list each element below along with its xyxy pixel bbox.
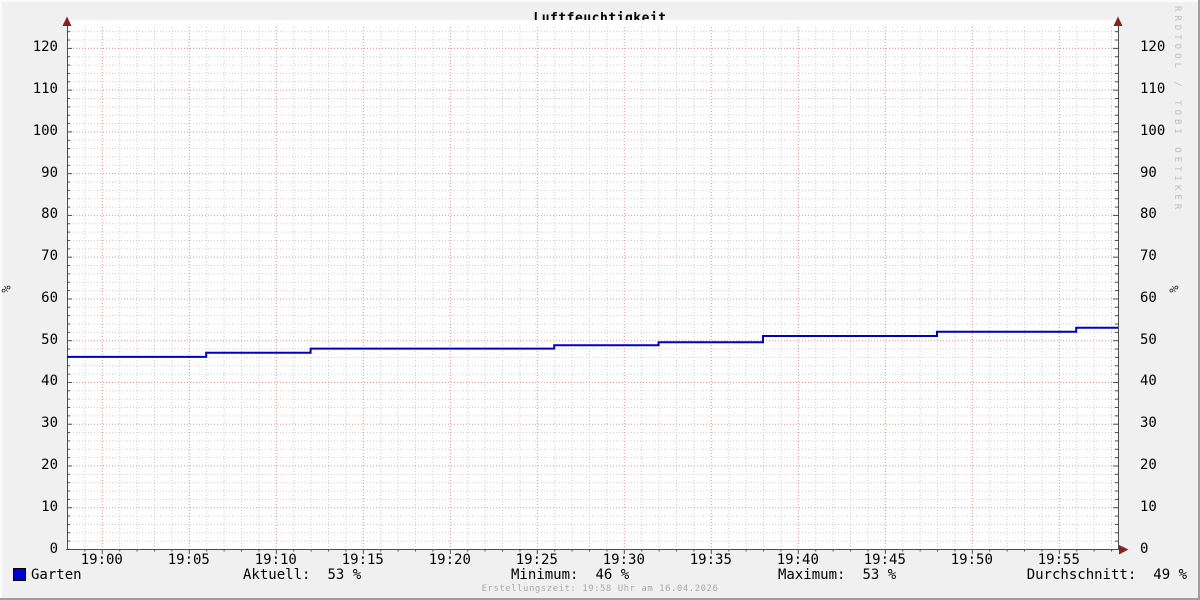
stat-aktuell-label: Aktuell:: [243, 567, 311, 583]
creation-time-footer: Erstellungszeit: 19:58 Uhr am 16.04.2026: [481, 584, 719, 594]
stat-durchschnitt: Durchschnitt: 49 %: [1027, 567, 1187, 583]
y-tick-label-left: 40: [41, 373, 58, 390]
stat-maximum-label: Maximum:: [778, 567, 846, 583]
stat-aktuell: Aktuell: 53 %: [243, 567, 361, 583]
x-tick-label: 19:05: [167, 552, 210, 568]
stat-minimum: Minimum: 46 %: [511, 567, 629, 583]
y-tick-label-right: 30: [1140, 415, 1157, 432]
x-tick-label: 19:35: [689, 552, 732, 568]
stat-minimum-value: 46 %: [595, 567, 630, 583]
y-tick-label-left: 70: [41, 248, 58, 265]
stat-minimum-label: Minimum:: [511, 567, 579, 583]
legend-series-label: Garten: [31, 567, 82, 583]
y-tick-label-left: 0: [49, 540, 58, 557]
y-axis-arrow-right: [1113, 16, 1123, 26]
stat-durchschnitt-value: 49 %: [1153, 567, 1187, 583]
y-tick-label-left: 60: [41, 289, 58, 306]
stat-maximum: Maximum: 53 %: [778, 567, 896, 583]
x-tick-label: 19:10: [254, 552, 297, 568]
rrdtool-watermark: RRDTOOL / TOBI OETIKER: [1172, 6, 1182, 214]
legend-swatch-garten: [13, 568, 26, 581]
y-tick-label-right: 60: [1140, 289, 1157, 306]
y-tick-label-right: 80: [1140, 206, 1157, 223]
y-tick-label-left: 30: [41, 415, 58, 432]
series-line-garten: [67, 326, 1118, 358]
x-tick-label: 19:25: [515, 552, 558, 568]
x-tick-label: 19:30: [602, 552, 645, 568]
y-tick-label-right: 120: [1140, 39, 1166, 56]
y-tick-label-left: 20: [41, 456, 58, 473]
y-tick-label-right: 90: [1140, 164, 1157, 181]
y-axis-arrow-left: [62, 16, 72, 26]
y-tick-label-right: 100: [1140, 122, 1166, 139]
y-tick-label-left: 10: [41, 498, 58, 515]
x-tick-label: 19:55: [1037, 552, 1080, 568]
x-tick-label: 19:20: [428, 552, 471, 568]
y-tick-label-left: 100: [32, 122, 58, 139]
stat-maximum-value: 53 %: [862, 567, 897, 583]
y-tick-label-right: 50: [1140, 331, 1157, 348]
y-tick-label-left: 120: [32, 39, 58, 56]
y-tick-label-right: 70: [1140, 248, 1157, 265]
y-tick-label-right: 0: [1140, 540, 1149, 557]
y-tick-label-right: 20: [1140, 456, 1157, 473]
y-tick-label-left: 110: [32, 81, 58, 98]
plot-canvas: [67, 20, 1118, 549]
x-tick-label: 19:00: [80, 552, 123, 568]
y-tick-label-right: 10: [1140, 498, 1157, 515]
y-tick-label-right: 110: [1140, 81, 1166, 98]
y-tick-label-left: 90: [41, 164, 58, 181]
x-tick-label: 19:15: [341, 552, 384, 568]
y-tick-label-left: 50: [41, 331, 58, 348]
y-tick-label-right: 40: [1140, 373, 1157, 390]
x-axis-arrow: [1119, 545, 1129, 555]
y-tick-label-left: 80: [41, 206, 58, 223]
x-tick-label: 19:45: [863, 552, 906, 568]
stat-durchschnitt-label: Durchschnitt:: [1026, 567, 1137, 583]
stat-aktuell-value: 53 %: [327, 567, 362, 583]
x-tick-label: 19:50: [950, 552, 993, 568]
legend: Garten Aktuell: 53 % Minimum: 46 % Maximum…: [0, 566, 1200, 584]
x-tick-label: 19:40: [776, 552, 819, 568]
